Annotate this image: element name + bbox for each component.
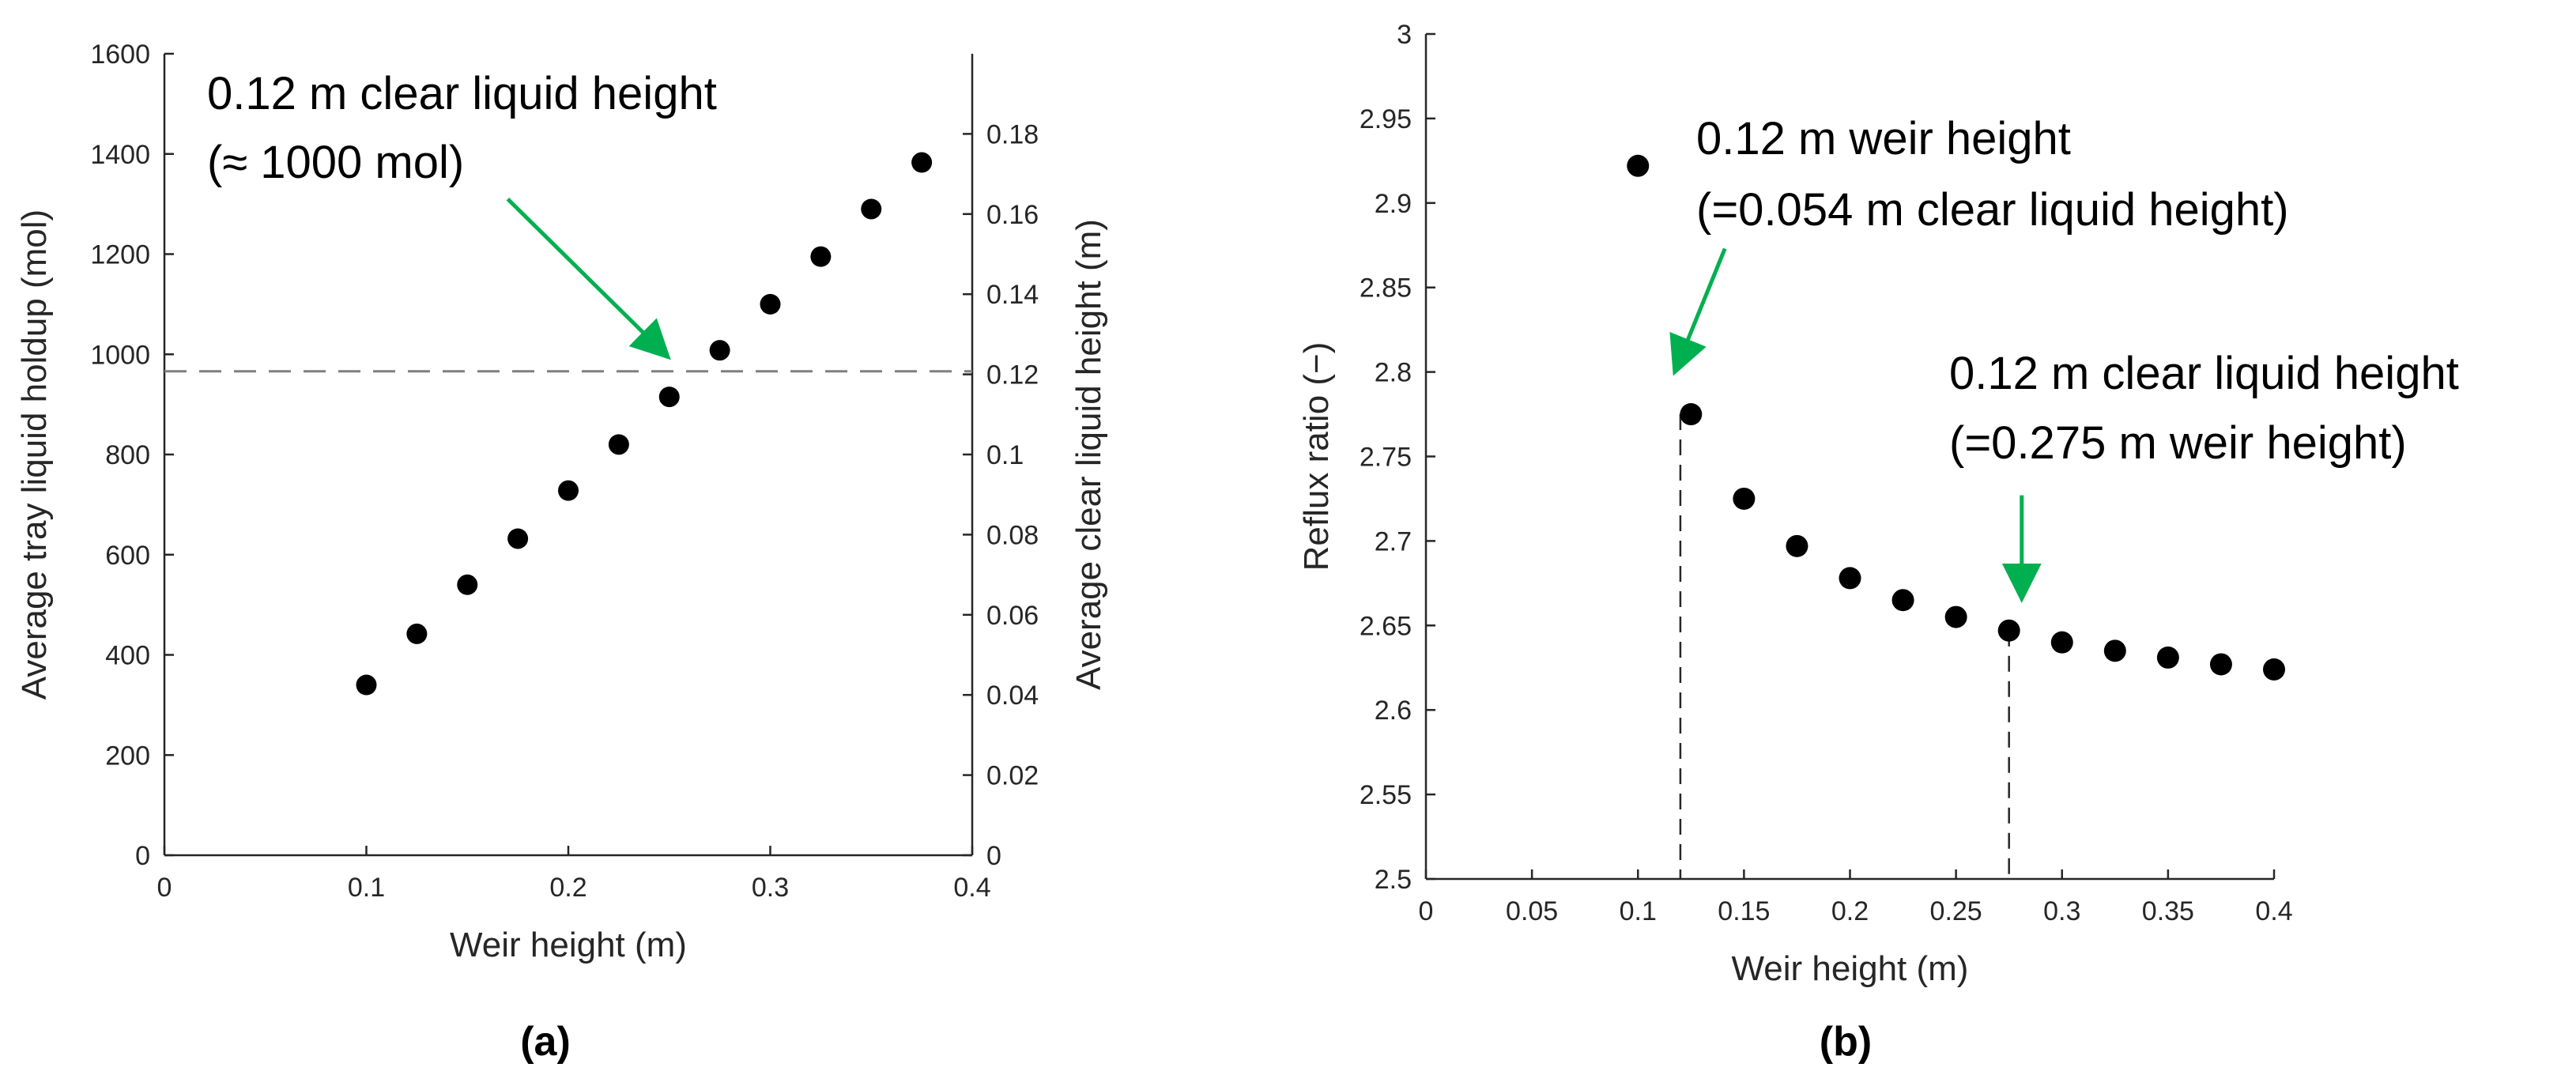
panel-a-y-tick-label: 600 [105, 541, 150, 571]
panel-b-y-tick-label: 2.8 [1375, 358, 1412, 388]
panel-b-x-tick-label: 0 [1419, 896, 1434, 926]
panel-a-annotation-line-2: (≈ 1000 mol) [207, 137, 464, 188]
panel-b-x-tick-label: 0.4 [2255, 896, 2292, 926]
panel-b-annotation-2-line-1: 0.12 m clear liquid height [1949, 348, 2459, 399]
panel-a-y-tick-label: 1600 [90, 40, 150, 70]
panel-a-data-point [658, 387, 680, 408]
panel-b-data-point [2103, 639, 2126, 662]
panel-a-y2-tick-label: 0.06 [986, 601, 1039, 631]
panel-a-data-point [861, 198, 882, 220]
panel-b-x-tick-label: 0.2 [1831, 896, 1869, 926]
panel-b-y-axis-label: Reflux ratio (−) [1297, 342, 1336, 571]
panel-b-data-point [2050, 631, 2073, 654]
panel-a-y2-tick-label: 0.18 [986, 119, 1039, 149]
panel-a-points [356, 152, 933, 696]
panel-b-y-tick-label: 3 [1397, 20, 1412, 50]
panel-b-annotation-1-line-2: (=0.054 m clear liquid height) [1696, 184, 2289, 236]
panel-a-y-tick-label: 1000 [90, 340, 150, 370]
panel-b-data-point [2209, 653, 2232, 676]
panel-a-y2-tick-label: 0.16 [986, 200, 1039, 230]
panel-b-label: (b) [1820, 1019, 1872, 1065]
panel-b-data-point [1997, 619, 2020, 642]
panel-b-x-tick-label: 0.15 [1718, 896, 1770, 926]
panel-a-y-tick-label: 200 [105, 741, 150, 771]
panel-a-y-tick-label: 1200 [90, 240, 150, 270]
panel-b-x-tick-label: 0.25 [1930, 896, 1982, 926]
panel-a-y2-tick-label: 0.12 [986, 360, 1039, 390]
panel-b-annotation-1-arrow [1669, 247, 1727, 376]
panel-b-y-tick-label: 2.5 [1375, 865, 1412, 895]
panel-a-y2-axis-label: Average clear liquid height (m) [1069, 219, 1108, 690]
panel-b-y-tick-label: 2.9 [1375, 189, 1412, 219]
panel-a-y-tick-label: 1400 [90, 140, 150, 170]
panel-a-x-axis-label: Weir height (m) [450, 926, 687, 964]
panel-b-data-point [2263, 658, 2285, 681]
panel-b-data-point [1839, 567, 1861, 590]
panel-b-y-tick-label: 2.75 [1360, 443, 1412, 473]
panel-a-data-point [457, 574, 478, 595]
panel-a-y2-tick-label: 0 [986, 841, 1001, 871]
panel-a-y-tick-label: 0 [135, 841, 150, 871]
panel-a-y-tick-label: 400 [105, 641, 150, 671]
panel-a-data-point [810, 246, 832, 267]
panel-b-annotation-1-line-1: 0.12 m weir height [1696, 113, 2071, 164]
panel-b-points [1627, 154, 2285, 681]
panel-a-y2-tick-label: 0.08 [986, 520, 1039, 550]
panel-b-reference-lines-group [1679, 414, 2010, 879]
panel-b-x-tick-label: 0.3 [2043, 896, 2080, 926]
panel-a-data-point [608, 434, 629, 455]
panel-b-annotations: 0.12 m weir height (=0.054 m clear liquid… [1669, 113, 2459, 603]
panel-a-y2-tick-label: 0.04 [986, 681, 1039, 711]
panel-a-label: (a) [520, 1019, 571, 1065]
panel-b-data-point [1944, 605, 1967, 628]
panel-b-data-point [1627, 154, 1650, 177]
panel-a-data-point [558, 480, 579, 501]
panel-b-y-tick-label: 2.7 [1375, 526, 1412, 556]
panel-b-data-point [1891, 589, 1914, 612]
panel-b-y-tick-label: 2.55 [1360, 780, 1412, 810]
panel-a-y2-tick-label: 0.14 [986, 280, 1039, 310]
panel-a-y2-tick-label: 0.02 [986, 761, 1039, 791]
panel-b-annotation-2-line-2: (=0.275 m weir height) [1949, 417, 2407, 469]
panel-b-data-point [1680, 403, 1703, 426]
panel-a-y-axis-label: Average tray liquid holdup (mol) [15, 209, 54, 700]
panel-a-data-point [760, 293, 781, 315]
panel-b-x-tick-label: 0.35 [2142, 896, 2194, 926]
panel-b-y-tick-label: 2.6 [1375, 696, 1412, 726]
panel-a-data-point [507, 528, 529, 549]
panel-a-annotation: 0.12 m clear liquid height (≈ 1000 mol) [207, 68, 717, 360]
panel-a-x-tick-label: 0.1 [348, 873, 385, 903]
panel-a-data-point [709, 340, 730, 361]
panel-a-y2-tick-label: 0.1 [986, 440, 1024, 470]
panel-a-annotation-line-1: 0.12 m clear liquid height [207, 68, 717, 119]
panel-b-x-axis-label: Weir height (m) [1732, 949, 1969, 988]
panel-a-annotation-arrow [506, 198, 671, 360]
panel-a: 0 0.1 0.2 0.3 0.4020040060080010001200140016… [15, 40, 1108, 1065]
panel-b-x-tick-label: 0.05 [1506, 896, 1558, 926]
panel-a-x-tick-label: 0.2 [549, 873, 586, 903]
panel-b-y-tick-label: 2.85 [1360, 273, 1412, 304]
panel-b-y-tick-label: 2.65 [1360, 611, 1412, 641]
panel-a-axes: 0 0.1 0.2 0.3 0.4020040060080010001200140016… [15, 40, 1108, 964]
panel-b-x-tick-label: 0.1 [1620, 896, 1657, 926]
panel-b-data-point [2156, 646, 2179, 669]
panel-a-data-point [356, 674, 377, 696]
panel-a-data-point [911, 152, 933, 173]
panel-b-y-tick-label: 2.95 [1360, 104, 1412, 134]
panel-b-axes: 0 0.05 0.1 0.15 0.2 0.25 0.3 0.35 0.4 2.5 2.55 2.6 2… [1297, 20, 2293, 988]
panel-b-data-point [1786, 534, 1808, 557]
panel-b-data-point [1733, 487, 1756, 510]
panel-a-x-tick-label: 0.4 [953, 873, 990, 903]
panel-a-x-tick-label: 0.3 [752, 873, 789, 903]
panel-a-x-tick-label: 0 [157, 873, 172, 903]
panel-a-data-point [406, 623, 428, 644]
panel-a-y-tick-label: 800 [105, 440, 150, 470]
panel-b: 0 0.05 0.1 0.15 0.2 0.25 0.3 0.35 0.4 2.5 2.55 2.6 2… [1297, 20, 2459, 1065]
